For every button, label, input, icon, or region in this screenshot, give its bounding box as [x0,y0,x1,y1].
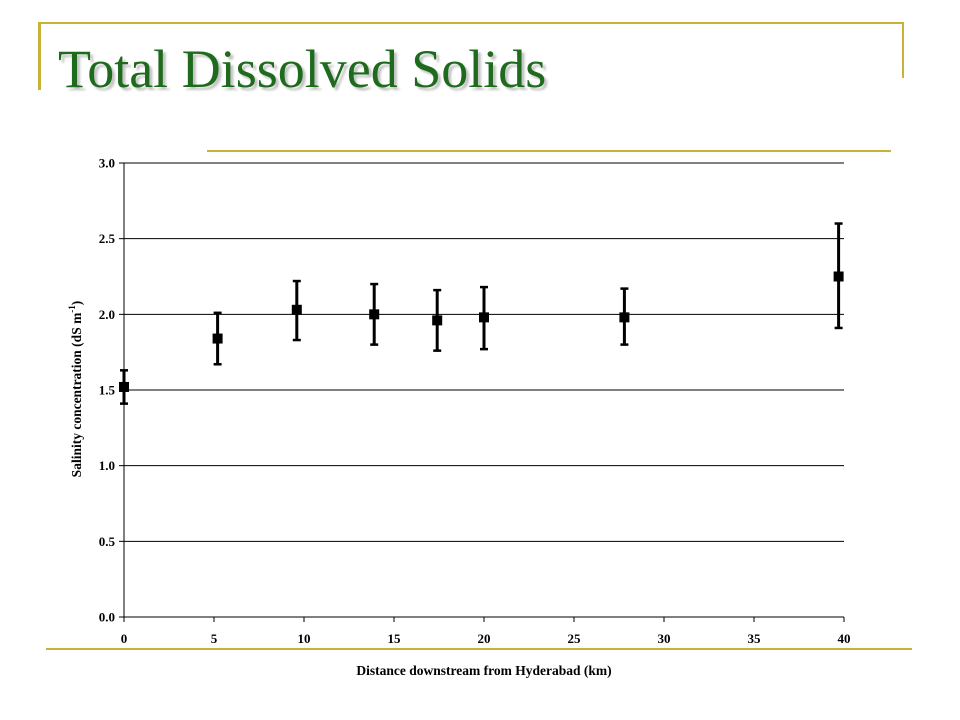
title-right-rule [902,22,904,78]
y-axis-title: Salinity concentration (dS m-1) [67,301,84,478]
x-tick-label: 15 [388,631,402,646]
x-tick-label: 25 [568,631,582,646]
title-left-rule [38,22,41,90]
data-point [369,309,380,320]
data-points [119,271,844,392]
axes [119,162,845,622]
slide-title: Total Dissolved Solids [58,39,547,99]
x-tick-label: 35 [748,631,762,646]
y-tick-label: 2.0 [99,307,115,322]
y-tick-label: 1.0 [99,458,115,473]
data-point [432,315,443,326]
y-tick-label: 0.0 [99,610,115,625]
y-axis-title-main: Salinity concentration (dS m [69,312,84,477]
y-tick-label: 2.5 [99,231,116,246]
data-point [833,271,844,282]
x-tick-label: 0 [121,631,128,646]
y-tick-label: 3.0 [99,156,115,171]
data-point [291,304,302,315]
x-tick-label: 30 [658,631,671,646]
y-tick-label: 1.5 [99,383,116,398]
data-point [212,333,223,344]
title-underline [207,150,891,152]
data-point [619,312,630,323]
footer-rule [46,648,912,650]
title-top-rule [38,22,904,24]
gridlines [124,162,844,542]
y-axis-title-end: ) [69,301,84,306]
x-tick-label: 40 [838,631,851,646]
data-point [119,381,129,392]
x-tick-label: 5 [211,631,218,646]
tick-labels: 0.0 0.5 1.0 1.5 2.0 2.5 3.0 0 5 10 15 20 25 30 35 40 [99,156,851,647]
y-tick-label: 0.5 [99,534,116,549]
y-axis-title-superscript: -1 [67,305,77,313]
x-tick-label: 10 [298,631,311,646]
data-point [479,312,489,323]
x-axis-title: Distance downstream from Hyderabad (km) [356,663,611,678]
x-tick-label: 20 [478,631,491,646]
